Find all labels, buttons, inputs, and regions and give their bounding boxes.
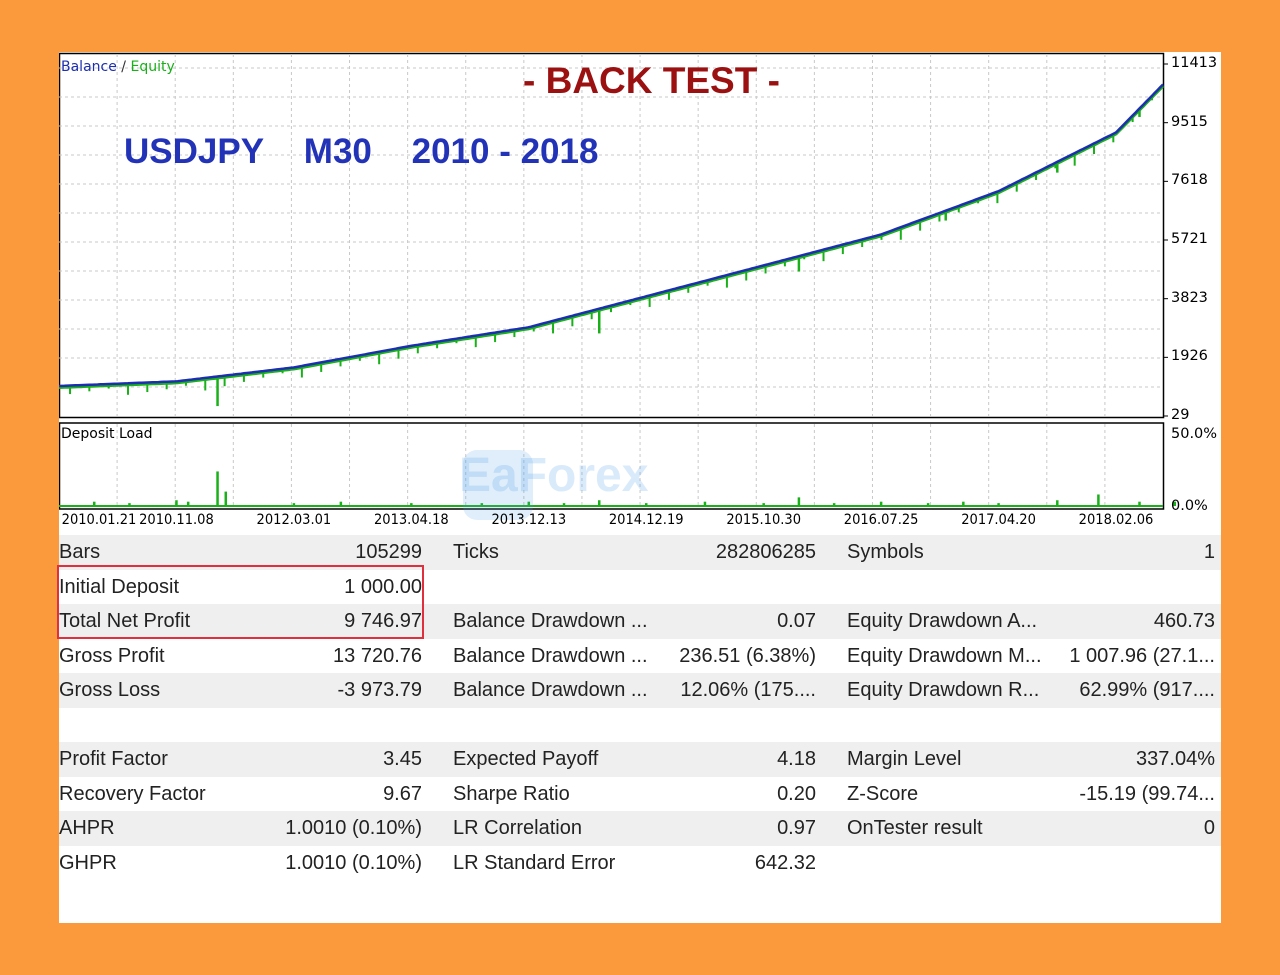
stat-label: Recovery Factor: [59, 782, 206, 805]
stat-label: Balance Drawdown ...: [453, 679, 648, 701]
stat-label: Gross Loss: [59, 679, 161, 701]
symbol-period-label: USDJPY M30 2010 - 2018: [124, 132, 628, 172]
stat-value: 9.67: [383, 782, 422, 805]
chart-title: - BACK TEST -: [523, 60, 780, 101]
y-tick-label: 7618: [1171, 172, 1208, 189]
stat-value: 337.04%: [1136, 748, 1215, 770]
stat-label: AHPR: [59, 817, 115, 839]
stat-value: -3 973.79: [337, 679, 422, 701]
x-tick-label: 2014.12.19: [608, 512, 684, 528]
stat-label: Profit Factor: [59, 748, 168, 770]
x-tick-label: 2015.10.30: [726, 512, 802, 528]
stat-value: 4.18: [777, 748, 816, 770]
stat-value: 236.51 (6.38%): [679, 644, 816, 667]
legend-balance: Balance: [61, 59, 117, 75]
chart-legend: Balance / Equity: [61, 59, 175, 75]
load-y-tick-label: 0.0%: [1171, 498, 1208, 514]
balance-equity-chart: Balance / Equity - BACK TEST - USDJPY M3…: [58, 52, 1221, 423]
deposit-load-chart: Deposit Load EaForex 50.0% 0.0%: [58, 422, 1221, 520]
stat-label: Ticks: [453, 541, 499, 563]
balance-line: [58, 83, 1164, 388]
stat-label: GHPR: [59, 851, 117, 874]
stat-label: Sharpe Ratio: [453, 782, 570, 805]
stats-row: Total Net Profit 9 746.97 Balance Drawdown…: [59, 604, 1221, 639]
stat-label: Symbols: [847, 541, 924, 563]
stats-row: Recovery Factor 9.67 Sharpe Ratio 0.20 Z-Sco…: [59, 777, 1221, 812]
stat-label: Balance Drawdown ...: [453, 610, 648, 632]
stat-value: 0: [1203, 817, 1215, 839]
stat-value: 0.07: [777, 610, 816, 632]
balance-equity-chart-svg: [58, 52, 1168, 419]
stats-row: Initial Deposit 1 000.00: [59, 570, 1221, 605]
y-tick-label: 29: [1171, 407, 1190, 423]
x-tick-label: 2013.04.18: [373, 512, 449, 528]
x-tick-label: 2017.04.20: [961, 512, 1036, 528]
stat-value: 62.99% (917....: [1079, 679, 1215, 701]
stat-value: 1 000.00: [344, 575, 422, 598]
stat-label: Equity Drawdown M...: [847, 644, 1042, 667]
watermark-logo: [463, 450, 533, 520]
stats-row: Bars 105299 Ticks 282806285 Symbols 1: [59, 535, 1221, 570]
backtest-report-panel: Balance / Equity - BACK TEST - USDJPY M3…: [57, 52, 1221, 923]
stats-row: AHPR 1.0010 (0.10%) LR Correlation 0.97 OnTe…: [59, 811, 1221, 846]
stat-value: 282806285: [715, 541, 816, 563]
stat-label: Equity Drawdown R...: [847, 679, 1040, 701]
stats-row: Gross Loss -3 973.79 Balance Drawdown ... 1…: [59, 673, 1221, 708]
stats-row: Gross Profit 13 720.76 Balance Drawdown ..…: [59, 639, 1221, 674]
stat-value: 1.0010 (0.10%): [285, 817, 422, 839]
load-chart-frame: [58, 422, 1165, 510]
stat-label: Z-Score: [847, 782, 919, 805]
stat-value: -15.19 (99.74...: [1079, 782, 1215, 805]
stat-label: Expected Payoff: [453, 748, 599, 770]
x-tick-label: 2012.03.01: [256, 512, 332, 528]
stat-value: 9 746.97: [344, 610, 422, 632]
stat-value: 642.32: [754, 851, 816, 874]
stat-value: 0.20: [777, 782, 816, 805]
stat-value: 105299: [355, 541, 422, 563]
symbol-label: USDJPY: [124, 132, 265, 171]
stat-value: 13 720.76: [333, 644, 422, 667]
stat-label: Margin Level: [847, 748, 962, 770]
timeframe-label: M30: [303, 132, 372, 171]
stat-value: 0.97: [777, 817, 816, 839]
stat-label: LR Correlation: [453, 817, 582, 839]
stats-row: GHPR 1.0010 (0.10%) LR Standard Error 642.3…: [59, 846, 1221, 881]
stat-label: Total Net Profit: [59, 610, 191, 632]
stats-row: [59, 708, 1221, 743]
stat-label: Equity Drawdown A...: [847, 610, 1038, 632]
stat-value: 460.73: [1153, 610, 1215, 632]
legend-equity: Equity: [130, 59, 175, 75]
deposit-load-title: Deposit Load: [61, 426, 153, 442]
y-tick-label: 11413: [1171, 55, 1218, 71]
deposit-load-chart-svg: [58, 422, 1176, 510]
x-tick-label: 2016.07.25: [843, 512, 919, 528]
y-tick-label: 1926: [1171, 348, 1208, 365]
legend-separator: /: [121, 59, 127, 75]
x-axis: 2010.01.21 2010.11.08 2012.03.01 2013.04.18…: [59, 510, 1221, 534]
stat-value: 1 007.96 (27.1...: [1069, 644, 1215, 667]
stat-value: 12.06% (175....: [680, 679, 816, 701]
stat-label: Bars: [59, 541, 101, 563]
stat-label: OnTester result: [847, 817, 983, 839]
stat-value: 1.0010 (0.10%): [285, 851, 422, 874]
x-tick-label: 2013.12.13: [491, 512, 567, 528]
stats-table: Bars 105299 Ticks 282806285 Symbols 1 Initial …: [59, 535, 1221, 880]
main-chart-frame: [58, 52, 1165, 419]
y-tick-label: 5721: [1171, 231, 1208, 247]
x-tick-label: 2018.02.06: [1078, 512, 1154, 528]
stat-label: Gross Profit: [59, 644, 165, 667]
stat-label: LR Standard Error: [453, 851, 616, 874]
stat-label: Initial Deposit: [59, 575, 180, 598]
stat-label: Balance Drawdown ...: [453, 644, 648, 667]
stat-value: 3.45: [383, 748, 422, 770]
y-tick-label: 3823: [1171, 289, 1208, 306]
period-label: 2010 - 2018: [411, 132, 599, 171]
load-y-tick-label: 50.0%: [1171, 426, 1218, 442]
stats-row: Profit Factor 3.45 Expected Payoff 4.18 Marg…: [59, 742, 1221, 777]
stat-value: 1: [1203, 541, 1215, 563]
x-tick-label: 2010.01.21: [61, 512, 137, 528]
y-tick-label: 9515: [1171, 113, 1208, 130]
x-tick-label: 2010.11.08: [139, 512, 214, 528]
